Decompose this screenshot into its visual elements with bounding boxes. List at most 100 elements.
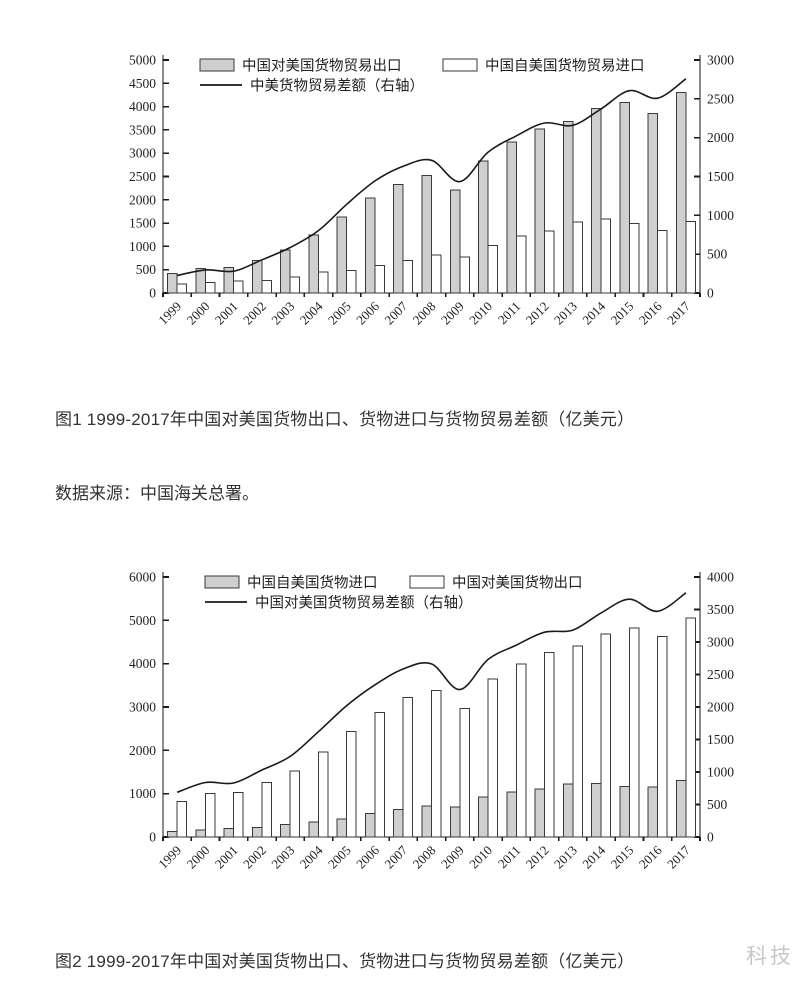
bar	[365, 197, 376, 294]
y-axis-right-label: 2500	[707, 667, 734, 682]
bar	[600, 633, 612, 838]
bar	[261, 782, 272, 838]
legend-label: 中国对美国货物贸易差额（右轴）	[255, 595, 473, 612]
x-tick-label: 2001	[212, 299, 241, 328]
y-axis-left-label: 1500	[129, 216, 156, 231]
bar	[478, 796, 489, 838]
y-axis-left-label: 5000	[129, 613, 156, 628]
x-tick-label: 2000	[184, 843, 213, 872]
bar	[289, 770, 301, 838]
legend-swatch-white-bar	[442, 58, 478, 72]
y-axis-right-label: 0	[707, 830, 714, 845]
x-tick-label: 2006	[353, 298, 382, 327]
y-axis-left-label: 3000	[129, 146, 156, 161]
legend-swatch-white-bar	[409, 575, 445, 589]
bar	[685, 617, 696, 838]
y-axis-left-label: 2000	[129, 743, 156, 758]
bar	[562, 783, 574, 838]
y-axis-left-label: 4500	[129, 76, 156, 91]
legend-label: 中国对美国货物贸易出口	[242, 58, 402, 75]
x-tick-label: 2003	[268, 299, 297, 328]
bar	[506, 141, 517, 294]
bar	[431, 690, 442, 838]
legend-swatch-gray-bar	[199, 58, 235, 72]
y-axis-left-label: 2000	[129, 192, 156, 207]
y-axis-left-label: 4000	[129, 99, 156, 114]
y-axis-right-label: 4000	[707, 570, 734, 585]
y-axis-right-label: 3000	[707, 53, 734, 68]
source-note: 数据来源：中国海关总署。	[55, 484, 259, 503]
x-tick-label: 2011	[495, 843, 524, 872]
y-axis-right-label: 2000	[707, 130, 734, 145]
bar	[449, 806, 461, 838]
bar	[421, 805, 432, 838]
bar	[591, 107, 602, 294]
y-axis-left-label: 0	[149, 830, 156, 845]
axis-labels: 0500100015002000250030003500400045005000…	[129, 53, 734, 301]
y-axis-left-label: 6000	[129, 570, 156, 585]
x-tick-label: 2009	[438, 299, 467, 328]
bar	[204, 282, 216, 294]
x-tick-label: 2008	[410, 843, 439, 872]
bar	[195, 268, 206, 294]
bar	[365, 813, 376, 838]
y-axis-left-label: 500	[136, 262, 157, 277]
bar	[421, 174, 432, 294]
bar	[223, 828, 235, 838]
y-axis-left-label: 0	[149, 286, 156, 301]
bar	[600, 218, 612, 294]
x-tick-label: 2016	[636, 842, 665, 871]
bar	[402, 260, 414, 294]
bar	[336, 216, 348, 294]
y-axis-right-label: 3500	[707, 602, 734, 617]
bar	[628, 223, 640, 294]
trend-line	[176, 592, 687, 794]
bar	[487, 245, 498, 294]
bars	[167, 92, 696, 294]
bar	[647, 786, 659, 838]
bar	[431, 254, 442, 294]
bar	[251, 259, 263, 294]
trend-line	[176, 78, 687, 277]
x-tick-label: 2004	[297, 842, 326, 871]
y-axis-right-label: 1500	[707, 732, 734, 747]
x-tick-label: 1999	[155, 843, 184, 872]
bar	[675, 780, 687, 838]
x-tick-label: 2007	[381, 842, 410, 871]
bar	[534, 788, 546, 838]
bar	[591, 782, 602, 838]
legend-label: 中国自美国货物进口	[247, 575, 378, 592]
bar	[261, 279, 272, 294]
figure1-chart-svg: 0500100015002000250030003500400045005000…	[129, 53, 734, 328]
x-tick-label: 2001	[212, 843, 241, 872]
bar	[346, 269, 357, 294]
bar	[195, 829, 206, 838]
x-tick-label: 2016	[636, 298, 665, 327]
bar	[515, 235, 527, 294]
bar	[317, 271, 329, 294]
bar	[308, 821, 319, 838]
x-tick-label: 2003	[268, 843, 297, 872]
x-tick-label: 2017	[664, 842, 693, 871]
x-tick-label: 2012	[523, 299, 552, 328]
bar	[562, 120, 574, 294]
y-axis-right-label: 3000	[707, 635, 734, 650]
x-axis-labels: 1999 2000 2001 2002 2003 2004 2005 2006 2007 2008…	[155, 298, 693, 327]
y-axis-left-label: 5000	[129, 53, 156, 68]
bar	[534, 128, 546, 294]
bar	[628, 627, 640, 838]
y-axis-right-label: 0	[707, 286, 714, 301]
figure2-caption: 图2 1999-2017年中国对美国货物出口、货物进口与货物贸易差额（亿美元）	[55, 952, 635, 971]
figure2-chart-svg: 0 1000 2000 3000 4000 5000 6000 0 500 1000 1500 200…	[129, 570, 734, 872]
bar	[487, 678, 498, 838]
x-tick-label: 2007	[381, 298, 410, 327]
bar	[317, 751, 329, 838]
bar	[572, 645, 583, 838]
x-tick-label: 1999	[155, 299, 184, 328]
x-tick-label: 2010	[466, 843, 495, 872]
x-tick-label: 2000	[184, 299, 213, 328]
bar	[204, 793, 216, 838]
bar	[544, 652, 555, 838]
bar	[251, 826, 263, 838]
